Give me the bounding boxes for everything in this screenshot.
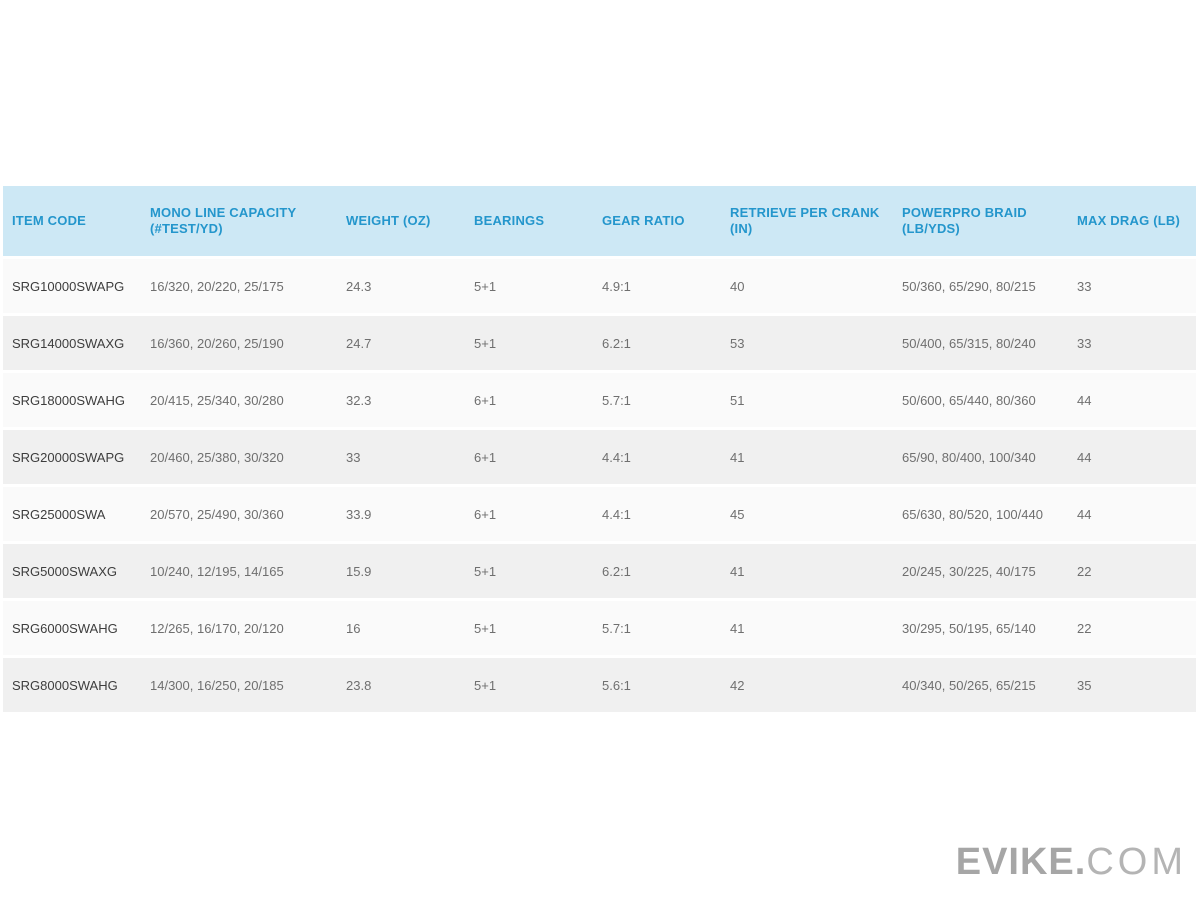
cell-bearings: 6+1	[465, 373, 593, 427]
column-header-retrieve: RETRIEVE PER CRANK (IN)	[721, 186, 893, 256]
cell-gear-ratio: 5.7:1	[593, 601, 721, 655]
cell-braid: 65/630, 80/520, 100/440	[893, 487, 1068, 541]
cell-weight: 16	[337, 601, 465, 655]
cell-braid: 65/90, 80/400, 100/340	[893, 430, 1068, 484]
evike-logo: EVIKE.COM	[956, 839, 1187, 885]
column-header-mono-line: MONO LINE CAPACITY (#TEST/YD)	[141, 186, 337, 256]
cell-retrieve: 53	[721, 316, 893, 370]
cell-bearings: 6+1	[465, 487, 593, 541]
cell-retrieve: 51	[721, 373, 893, 427]
cell-retrieve: 41	[721, 430, 893, 484]
evike-logo-bold-text: EVIKE.	[955, 841, 1087, 883]
cell-retrieve: 41	[721, 544, 893, 598]
cell-retrieve: 41	[721, 601, 893, 655]
cell-weight: 32.3	[337, 373, 465, 427]
cell-mono-line: 20/460, 25/380, 30/320	[141, 430, 337, 484]
cell-braid: 50/400, 65/315, 80/240	[893, 316, 1068, 370]
evike-logo-light-text: COM	[1086, 841, 1187, 883]
cell-bearings: 5+1	[465, 601, 593, 655]
cell-braid: 30/295, 50/195, 65/140	[893, 601, 1068, 655]
cell-item-code: SRG14000SWAXG	[3, 316, 141, 370]
cell-item-code: SRG18000SWAHG	[3, 373, 141, 427]
table-row: SRG5000SWAXG 10/240, 12/195, 14/165 15.9…	[3, 544, 1196, 598]
table-row: SRG10000SWAPG 16/320, 20/220, 25/175 24.…	[3, 259, 1196, 313]
column-header-max-drag: MAX DRAG (LB)	[1068, 186, 1196, 256]
cell-mono-line: 20/570, 25/490, 30/360	[141, 487, 337, 541]
cell-mono-line: 16/360, 20/260, 25/190	[141, 316, 337, 370]
cell-max-drag: 22	[1068, 544, 1196, 598]
cell-weight: 33.9	[337, 487, 465, 541]
cell-item-code: SRG8000SWAHG	[3, 658, 141, 712]
cell-bearings: 5+1	[465, 316, 593, 370]
cell-max-drag: 44	[1068, 430, 1196, 484]
column-header-item-code: ITEM CODE	[3, 186, 141, 256]
table-row: SRG25000SWA 20/570, 25/490, 30/360 33.9 …	[3, 487, 1196, 541]
cell-gear-ratio: 6.2:1	[593, 544, 721, 598]
cell-mono-line: 10/240, 12/195, 14/165	[141, 544, 337, 598]
table-row: SRG6000SWAHG 12/265, 16/170, 20/120 16 5…	[3, 601, 1196, 655]
column-header-bearings: BEARINGS	[465, 186, 593, 256]
cell-mono-line: 14/300, 16/250, 20/185	[141, 658, 337, 712]
column-header-gear-ratio: GEAR RATIO	[593, 186, 721, 256]
table-row: SRG14000SWAXG 16/360, 20/260, 25/190 24.…	[3, 316, 1196, 370]
cell-gear-ratio: 4.9:1	[593, 259, 721, 313]
cell-max-drag: 33	[1068, 259, 1196, 313]
cell-gear-ratio: 4.4:1	[593, 487, 721, 541]
cell-gear-ratio: 4.4:1	[593, 430, 721, 484]
cell-mono-line: 12/265, 16/170, 20/120	[141, 601, 337, 655]
cell-max-drag: 33	[1068, 316, 1196, 370]
cell-bearings: 6+1	[465, 430, 593, 484]
cell-weight: 23.8	[337, 658, 465, 712]
cell-max-drag: 44	[1068, 373, 1196, 427]
spec-table: ITEM CODE MONO LINE CAPACITY (#TEST/YD) …	[3, 183, 1196, 715]
cell-weight: 24.7	[337, 316, 465, 370]
spec-table-header: ITEM CODE MONO LINE CAPACITY (#TEST/YD) …	[3, 186, 1196, 256]
cell-gear-ratio: 5.6:1	[593, 658, 721, 712]
cell-item-code: SRG5000SWAXG	[3, 544, 141, 598]
cell-braid: 20/245, 30/225, 40/175	[893, 544, 1068, 598]
cell-weight: 15.9	[337, 544, 465, 598]
cell-braid: 50/360, 65/290, 80/215	[893, 259, 1068, 313]
header-row: ITEM CODE MONO LINE CAPACITY (#TEST/YD) …	[3, 186, 1196, 256]
cell-braid: 50/600, 65/440, 80/360	[893, 373, 1068, 427]
cell-item-code: SRG10000SWAPG	[3, 259, 141, 313]
cell-mono-line: 16/320, 20/220, 25/175	[141, 259, 337, 313]
cell-mono-line: 20/415, 25/340, 30/280	[141, 373, 337, 427]
cell-retrieve: 40	[721, 259, 893, 313]
cell-item-code: SRG20000SWAPG	[3, 430, 141, 484]
cell-max-drag: 44	[1068, 487, 1196, 541]
table-row: SRG20000SWAPG 20/460, 25/380, 30/320 33 …	[3, 430, 1196, 484]
cell-gear-ratio: 5.7:1	[593, 373, 721, 427]
cell-braid: 40/340, 50/265, 65/215	[893, 658, 1068, 712]
cell-max-drag: 22	[1068, 601, 1196, 655]
cell-bearings: 5+1	[465, 658, 593, 712]
cell-retrieve: 42	[721, 658, 893, 712]
table-row: SRG8000SWAHG 14/300, 16/250, 20/185 23.8…	[3, 658, 1196, 712]
column-header-braid: POWERPRO BRAID (LB/YDS)	[893, 186, 1068, 256]
column-header-weight: WEIGHT (OZ)	[337, 186, 465, 256]
spec-table-body: SRG10000SWAPG 16/320, 20/220, 25/175 24.…	[3, 259, 1196, 712]
cell-bearings: 5+1	[465, 259, 593, 313]
cell-weight: 33	[337, 430, 465, 484]
cell-gear-ratio: 6.2:1	[593, 316, 721, 370]
cell-max-drag: 35	[1068, 658, 1196, 712]
cell-item-code: SRG25000SWA	[3, 487, 141, 541]
table-row: SRG18000SWAHG 20/415, 25/340, 30/280 32.…	[3, 373, 1196, 427]
cell-retrieve: 45	[721, 487, 893, 541]
cell-item-code: SRG6000SWAHG	[3, 601, 141, 655]
cell-bearings: 5+1	[465, 544, 593, 598]
cell-weight: 24.3	[337, 259, 465, 313]
